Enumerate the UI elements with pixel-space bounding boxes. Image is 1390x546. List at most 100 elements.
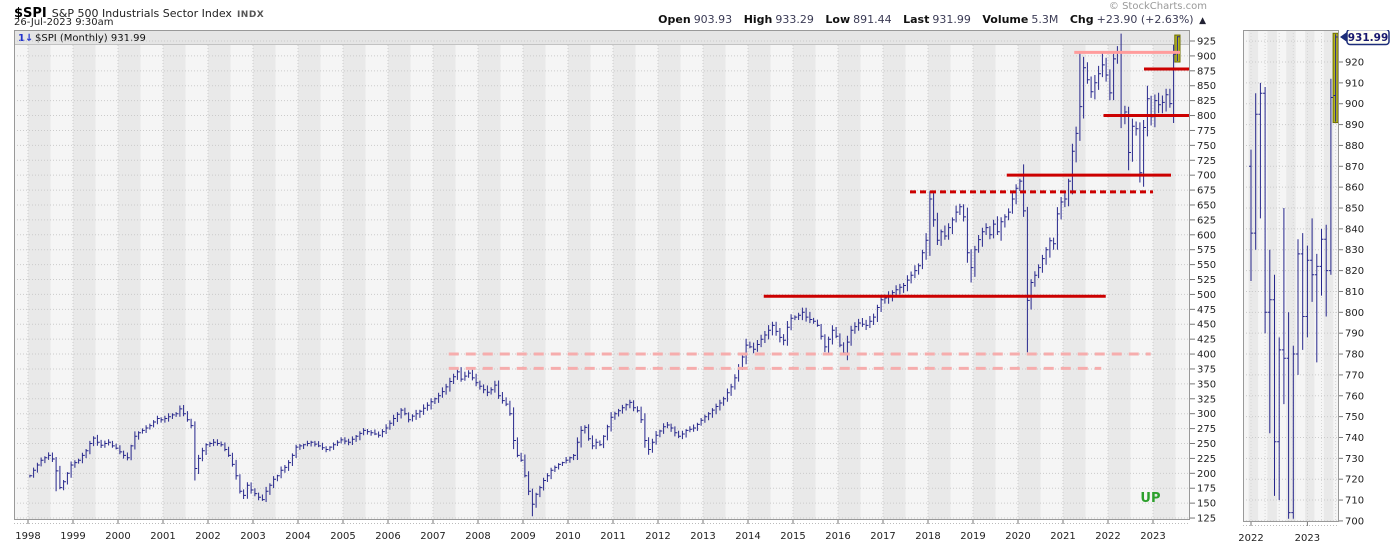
svg-text:2007: 2007 [420, 531, 445, 542]
svg-text:825: 825 [1197, 96, 1216, 107]
x-axis: 1998 1999 2000 2001 2002 2003 2004 2005 2006 2007… [14, 520, 1190, 542]
svg-text:800: 800 [1197, 111, 1216, 122]
svg-text:2008: 2008 [465, 531, 490, 542]
volume-value: 5.3M [1031, 13, 1059, 26]
svg-text:500: 500 [1197, 290, 1216, 301]
year-bands [1243, 30, 1339, 522]
svg-text:2002: 2002 [195, 531, 220, 542]
svg-text:2017: 2017 [870, 531, 895, 542]
svg-text:2003: 2003 [240, 531, 265, 542]
svg-text:830: 830 [1345, 245, 1364, 256]
svg-text:2023: 2023 [1140, 531, 1165, 542]
svg-text:450: 450 [1197, 320, 1216, 331]
svg-text:850: 850 [1197, 81, 1216, 92]
svg-text:2021: 2021 [1050, 531, 1075, 542]
legend-collapse-icon[interactable]: 1↓ [18, 33, 33, 44]
svg-text:2014: 2014 [735, 531, 760, 542]
plot-border [1243, 30, 1339, 522]
svg-text:740: 740 [1345, 433, 1364, 444]
svg-text:2016: 2016 [825, 531, 850, 542]
svg-text:225: 225 [1197, 454, 1216, 465]
low-value: 891.44 [853, 13, 892, 26]
svg-text:2000: 2000 [105, 531, 130, 542]
svg-text:2006: 2006 [375, 531, 400, 542]
x-axis: 2022 2023 [1238, 522, 1339, 544]
svg-text:2013: 2013 [690, 531, 715, 542]
svg-text:725: 725 [1197, 156, 1216, 167]
svg-text:810: 810 [1345, 287, 1364, 298]
svg-text:2004: 2004 [285, 531, 310, 542]
open-value: 903.93 [693, 13, 733, 26]
svg-text:2011: 2011 [600, 531, 625, 542]
svg-text:1999: 1999 [60, 531, 85, 542]
copyright-link[interactable]: © StockCharts.com [1108, 1, 1207, 12]
up-arrow-icon: ▲ [1199, 16, 1206, 26]
chg-value: +23.90 (+2.63%) [1096, 13, 1194, 26]
zoom-inset-chart: 920 910 900 890 880 870 860 850 840 830 820 810 800 7… [1238, 30, 1390, 544]
svg-text:2009: 2009 [510, 531, 535, 542]
svg-text:2015: 2015 [780, 531, 805, 542]
svg-text:870: 870 [1345, 162, 1364, 173]
svg-text:910: 910 [1345, 78, 1364, 89]
svg-text:425: 425 [1197, 335, 1216, 346]
svg-text:2019: 2019 [960, 531, 985, 542]
svg-text:2001: 2001 [150, 531, 175, 542]
low-label: Low [825, 13, 851, 26]
open-label: Open [658, 13, 691, 26]
svg-text:730: 730 [1345, 454, 1364, 465]
svg-text:775: 775 [1197, 126, 1216, 137]
svg-text:625: 625 [1197, 215, 1216, 226]
svg-text:2010: 2010 [555, 531, 580, 542]
symbol-name: S&P 500 Industrials Sector Index [51, 7, 232, 20]
svg-text:125: 125 [1197, 514, 1216, 525]
high-label: High [743, 13, 773, 26]
svg-text:650: 650 [1197, 200, 1216, 211]
volume-label: Volume [982, 13, 1029, 26]
svg-text:925: 925 [1197, 37, 1216, 48]
main-chart: 1↓ $SPI (Monthly) 931.99 UP 925 900 875 850 825… [14, 30, 1216, 542]
svg-text:700: 700 [1197, 171, 1216, 182]
symbol: $SPI [14, 6, 47, 21]
svg-text:710: 710 [1345, 496, 1364, 507]
svg-text:760: 760 [1345, 391, 1364, 402]
svg-text:780: 780 [1345, 350, 1364, 361]
svg-text:475: 475 [1197, 305, 1216, 316]
trend-annotation: UP [1140, 491, 1160, 506]
svg-text:2020: 2020 [1005, 531, 1030, 542]
price-bars [1249, 34, 1338, 519]
svg-text:675: 675 [1197, 186, 1216, 197]
svg-text:840: 840 [1345, 224, 1364, 235]
svg-text:350: 350 [1197, 379, 1216, 390]
svg-text:150: 150 [1197, 499, 1216, 510]
last-value: 931.99 [932, 13, 971, 26]
svg-text:860: 860 [1345, 183, 1364, 194]
svg-text:2012: 2012 [645, 531, 670, 542]
svg-text:175: 175 [1197, 484, 1216, 495]
quote-summary: Open 903.93 High 933.29 Low 891.44 Last 931.… [650, 13, 1206, 26]
svg-text:890: 890 [1345, 120, 1364, 131]
svg-text:2022: 2022 [1095, 531, 1120, 542]
chg-label: Chg [1069, 13, 1094, 26]
svg-text:325: 325 [1197, 394, 1216, 405]
svg-text:375: 375 [1197, 364, 1216, 375]
svg-text:880: 880 [1345, 141, 1364, 152]
y-axis: 920 910 900 890 880 870 860 850 840 830 820 810 800 7… [1339, 58, 1364, 527]
svg-text:900: 900 [1197, 51, 1216, 62]
svg-text:200: 200 [1197, 469, 1216, 480]
svg-text:700: 700 [1345, 516, 1364, 527]
svg-text:770: 770 [1345, 370, 1364, 381]
svg-text:575: 575 [1197, 245, 1216, 256]
svg-text:790: 790 [1345, 329, 1364, 340]
title-row: $SPI S&P 500 Industrials Sector Index INDX [14, 2, 264, 21]
support-resistance-lines[interactable] [448, 50, 1190, 370]
y-axis: 925 900 875 850 825 800 775 750 725 700 675 650 625 6… [1190, 37, 1216, 525]
svg-text:550: 550 [1197, 260, 1216, 271]
svg-text:2023: 2023 [1295, 533, 1320, 544]
exchange-tag: INDX [236, 10, 265, 20]
svg-text:850: 850 [1345, 204, 1364, 215]
plot-border [14, 30, 1190, 520]
legend-label: $SPI (Monthly) 931.99 [35, 33, 146, 44]
svg-text:750: 750 [1197, 141, 1216, 152]
svg-text:875: 875 [1197, 66, 1216, 77]
svg-text:750: 750 [1345, 412, 1364, 423]
